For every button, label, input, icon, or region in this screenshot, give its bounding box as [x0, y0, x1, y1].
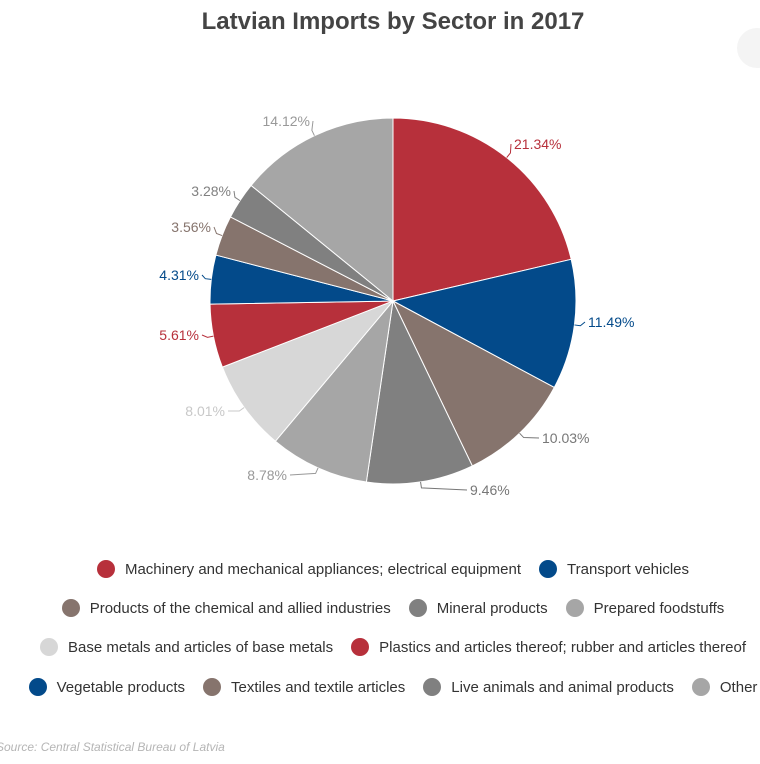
chart-title: Latvian Imports by Sector in 2017	[201, 8, 585, 35]
legend-row: Vegetable products Textiles and textile a…	[0, 678, 760, 696]
legend-swatch	[565, 599, 584, 617]
legend-item[interactable]: Machinery and mechanical appliances; ele…	[96, 560, 522, 578]
legend-item[interactable]: Live animals and animal products	[423, 678, 674, 696]
pie-chart: 21.34% 11.49% 10.03% 9.46% 8.78% 8.01% 5.61% 4.…	[159, 113, 634, 498]
legend-swatch	[203, 678, 222, 696]
legend-label: Live animals and animal products	[451, 678, 674, 696]
data-label: 11.49%	[588, 314, 634, 330]
pie-slice[interactable]	[274, 299, 394, 483]
data-label: 5.61%	[159, 327, 199, 343]
data-label: 4.31%	[159, 267, 199, 283]
data-label: 14.12%	[263, 113, 310, 129]
legend-swatch	[40, 638, 58, 656]
connector-line	[233, 190, 241, 202]
connector-line	[213, 226, 223, 237]
legend-swatch	[96, 560, 115, 578]
data-label: 3.56%	[171, 219, 211, 235]
legend-swatch	[61, 599, 80, 617]
legend-swatch	[351, 638, 370, 656]
data-label: 21.34%	[514, 136, 561, 152]
legend-row: Products of the chemical and allied indu…	[0, 599, 760, 617]
legend-label: Base metals and articles of base metals	[68, 638, 334, 656]
connector-line	[574, 321, 586, 327]
connector-line	[420, 481, 468, 491]
legend-label: Mineral products	[436, 599, 548, 617]
data-label: 3.28%	[191, 183, 231, 199]
source-credit: Source: Central Statistical Bureau of La…	[0, 740, 225, 754]
pie-slice[interactable]	[221, 300, 394, 442]
legend-item[interactable]: Textiles and textile articles	[203, 678, 405, 696]
connector-line	[519, 432, 540, 439]
legend-item[interactable]: Prepared foodstuffs	[565, 599, 725, 617]
data-label: 8.78%	[247, 467, 287, 483]
legend-item[interactable]: Products of the chemical and allied indu…	[61, 599, 391, 617]
legend-swatch	[408, 599, 427, 617]
legend-item[interactable]: Transport vehicles	[539, 560, 689, 578]
legend-item[interactable]: Other	[691, 678, 758, 696]
connector-line	[227, 407, 245, 412]
connector-line	[201, 274, 212, 280]
legend-row: Base metals and articles of base metals P…	[0, 638, 760, 656]
connector-line	[506, 143, 512, 158]
legend-row: Machinery and mechanical appliances; ele…	[0, 560, 760, 578]
pie-slice[interactable]	[391, 299, 555, 467]
context-menu-button[interactable]	[737, 28, 760, 68]
legend-label: Plastics and articles thereof; rubber an…	[379, 638, 746, 656]
legend-label: Products of the chemical and allied indu…	[89, 599, 391, 617]
legend-item[interactable]: Plastics and articles thereof; rubber an…	[351, 638, 746, 656]
data-label: 8.01%	[185, 403, 225, 419]
legend-label: Textiles and textile articles	[231, 678, 406, 696]
legend-label: Prepared foodstuffs	[593, 599, 725, 617]
legend-label: Vegetable products	[56, 678, 186, 696]
legend-label: Other	[719, 678, 758, 696]
legend-swatch	[28, 678, 47, 696]
legend-item[interactable]: Base metals and articles of base metals	[40, 638, 333, 656]
connector-line	[289, 467, 319, 476]
data-label: 10.03%	[542, 430, 589, 446]
legend-swatch	[539, 560, 558, 578]
legend-swatch	[691, 678, 710, 696]
legend-item[interactable]: Mineral products	[408, 599, 548, 617]
pie-slice[interactable]	[250, 117, 394, 303]
legend-label: Machinery and mechanical appliances; ele…	[124, 560, 522, 578]
legend-item[interactable]: Vegetable products	[28, 678, 186, 696]
connector-line	[201, 334, 214, 338]
pie-slice[interactable]	[365, 299, 473, 485]
legend-swatch	[423, 678, 442, 696]
legend-label: Transport vehicles	[567, 560, 690, 578]
connector-line	[311, 120, 315, 136]
data-label: 9.46%	[470, 482, 510, 498]
